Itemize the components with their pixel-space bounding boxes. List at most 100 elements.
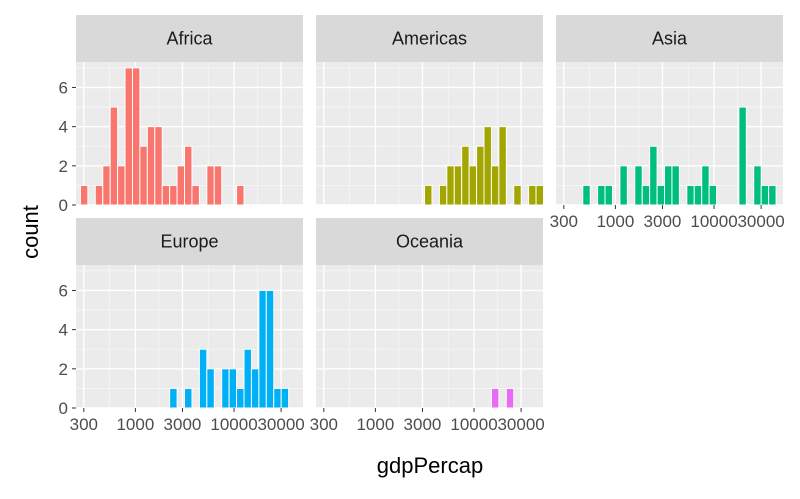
histogram-bar-europe	[273, 387, 282, 409]
histogram-bar-africa	[79, 184, 89, 206]
histogram-bar-asia	[619, 165, 628, 206]
histogram-bar-americas	[490, 165, 500, 206]
histogram-bar-africa	[139, 145, 148, 206]
x-tick-label: 10000	[210, 415, 257, 434]
y-tick-label: 6	[59, 281, 68, 300]
histogram-bar-asia	[708, 184, 718, 206]
histogram-bar-europe	[250, 368, 260, 409]
histogram-bar-americas	[446, 165, 455, 206]
x-tick-label: 30000	[257, 415, 304, 434]
histogram-bar-asia	[582, 184, 591, 206]
x-axis-title: gdpPercap	[377, 453, 483, 478]
histogram-bar-americas	[535, 184, 545, 206]
histogram-bar-europe	[258, 289, 267, 409]
histogram-bar-asia	[693, 184, 703, 206]
x-tick-label: 3000	[164, 415, 202, 434]
histogram-bar-asia	[597, 184, 606, 206]
facet-strip-europe	[76, 218, 303, 265]
x-tick-label: 3000	[404, 415, 442, 434]
histogram-bar-africa	[146, 126, 156, 206]
histogram-bar-africa	[169, 184, 178, 206]
histogram-bar-americas	[513, 184, 522, 206]
y-tick-label: 4	[59, 118, 68, 137]
facet-label-oceania: Oceania	[396, 232, 464, 252]
histogram-bar-europe	[228, 368, 238, 409]
x-tick-label: 3000	[644, 212, 682, 231]
facet-oceania: Oceania 300 1000 3000 10000 30000	[310, 218, 545, 434]
histogram-bar-asia	[760, 184, 770, 206]
histogram-bar-asia	[753, 165, 762, 206]
histogram-bar-europe	[206, 368, 215, 409]
histogram-bar-americas	[438, 184, 448, 206]
facet-label-africa: Africa	[166, 29, 213, 49]
histogram-bar-africa	[109, 106, 119, 206]
histogram-bar-africa	[124, 67, 133, 206]
y-tick-label: 0	[59, 196, 68, 215]
histogram-bar-africa	[184, 145, 193, 206]
histogram-bar-asia	[634, 165, 643, 206]
histogram-bar-europe	[198, 348, 208, 409]
x-tick-label: 10000	[450, 415, 497, 434]
histogram-bar-americas	[468, 165, 478, 206]
histogram-bar-americas	[498, 126, 507, 206]
y-tick-label: 2	[59, 360, 68, 379]
histogram-bar-europe	[243, 348, 252, 409]
histogram-bar-africa	[154, 126, 163, 206]
x-tick-label: 300	[310, 415, 338, 434]
histogram-bar-asia	[738, 106, 747, 206]
histogram-bar-africa	[117, 165, 126, 206]
facet-label-asia: Asia	[652, 29, 688, 49]
y-tick-label: 6	[59, 78, 68, 97]
y-tick-label: 4	[59, 321, 68, 340]
histogram-bar-europe	[265, 289, 275, 409]
y-axis-title: count	[18, 205, 43, 259]
histogram-bar-africa	[213, 165, 223, 206]
x-tick-label: 300	[550, 212, 578, 231]
facet-strip-americas	[316, 15, 543, 62]
histogram-bar-americas	[483, 126, 492, 206]
facet-europe: Europe 0 2 4 6 300 1000 3000 10000 30000	[59, 218, 305, 434]
facet-strip-asia	[556, 15, 783, 62]
histogram-bar-africa	[131, 67, 141, 206]
histogram-bar-americas	[528, 184, 537, 206]
histogram-bar-asia	[664, 165, 673, 206]
histogram-bar-asia	[649, 145, 658, 206]
facet-strip-africa	[76, 15, 303, 62]
histogram-bar-africa	[94, 184, 104, 206]
histogram-bar-americas	[476, 145, 485, 206]
x-tick-label: 30000	[497, 415, 544, 434]
histogram-bar-africa	[176, 165, 186, 206]
histogram-bar-asia	[701, 165, 710, 206]
facet-label-europe: Europe	[160, 232, 218, 252]
histogram-bar-africa	[102, 165, 111, 206]
x-tick-label: 30000	[737, 212, 784, 231]
histogram-bar-asia	[671, 165, 680, 206]
histogram-bar-oceania	[505, 387, 515, 409]
histogram-bar-europe	[184, 387, 193, 409]
histogram-bar-africa	[161, 184, 171, 206]
facet-strip-oceania	[316, 218, 543, 265]
histogram-bar-africa	[236, 184, 245, 206]
histogram-bar-africa	[206, 165, 215, 206]
facet-asia: Asia 300 1000 3000 10000 30000	[550, 15, 785, 231]
x-tick-label: 1000	[356, 415, 394, 434]
histogram-bar-americas	[424, 184, 433, 206]
histogram-bar-europe	[169, 387, 178, 409]
facet-africa: Africa 0 2 4 6	[59, 15, 303, 215]
panel-background-oceania	[316, 265, 543, 408]
histogram-bar-europe	[236, 387, 245, 409]
facet-americas: Americas	[316, 15, 545, 206]
histogram-bar-asia	[686, 184, 695, 206]
x-tick-label: 10000	[690, 212, 737, 231]
histogram-bar-europe	[221, 368, 230, 409]
histogram-bar-asia	[641, 184, 651, 206]
histogram-bar-oceania	[490, 387, 500, 409]
histogram-bar-europe	[280, 387, 290, 409]
x-tick-label: 300	[70, 415, 98, 434]
histogram-bar-africa	[191, 184, 200, 206]
histogram-bar-asia	[768, 184, 777, 206]
histogram-bar-asia	[656, 184, 666, 206]
